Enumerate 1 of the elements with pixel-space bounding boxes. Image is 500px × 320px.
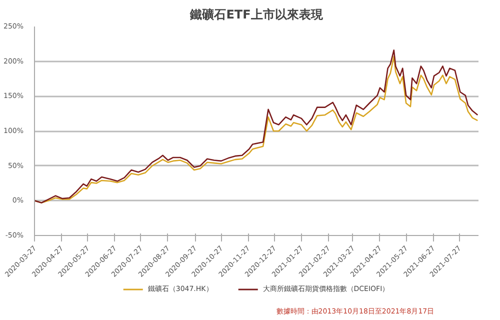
chart-title: 鐵礦石ETF上市以來表現 [189,8,324,22]
